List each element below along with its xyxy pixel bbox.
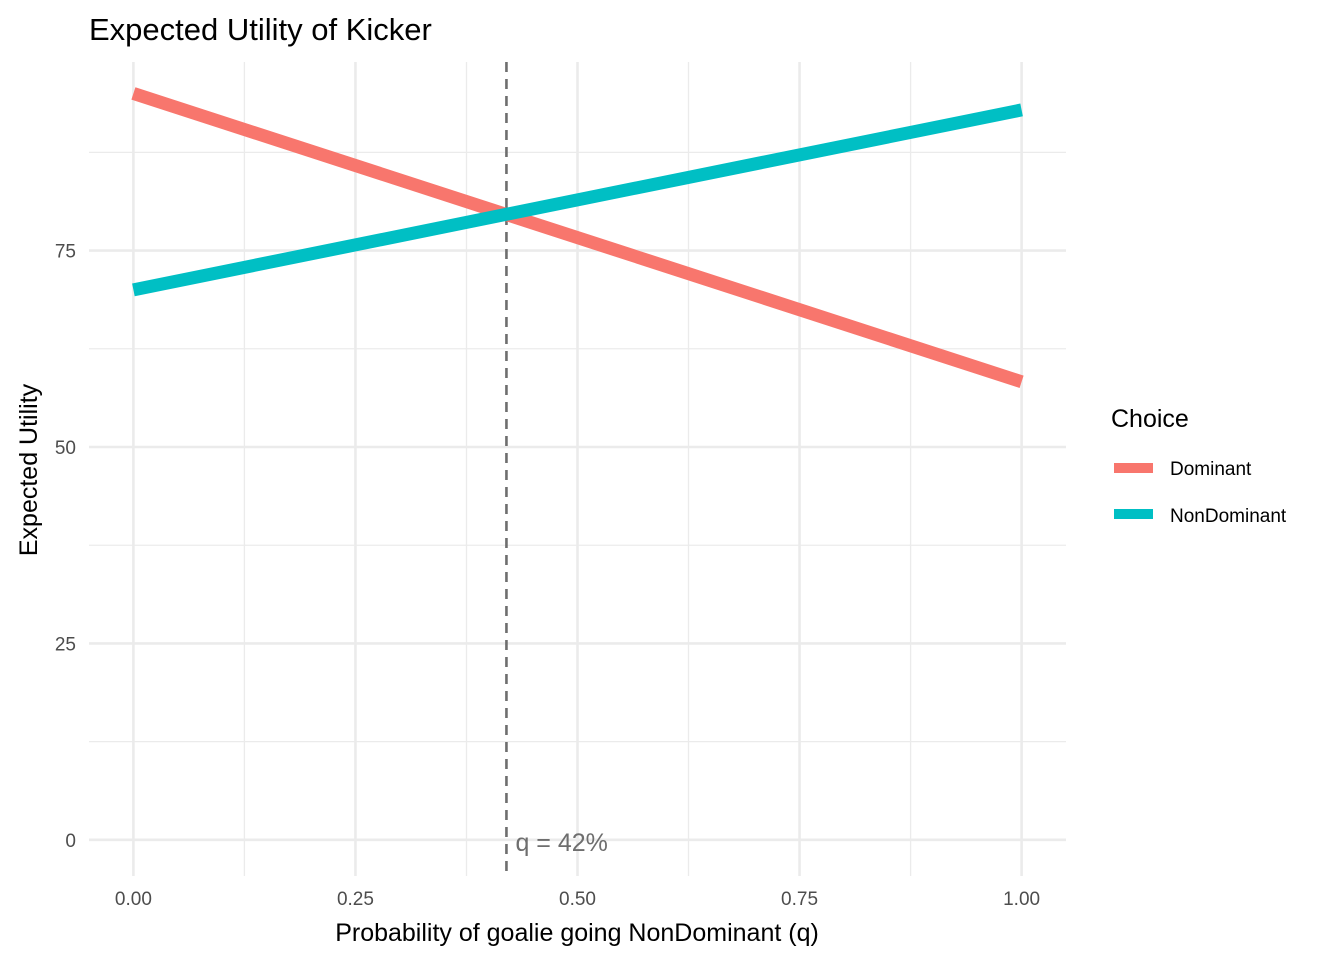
legend-label-dominant: Dominant — [1170, 459, 1252, 480]
y-tick-label: 0 — [65, 831, 76, 852]
y-axis-title: Expected Utility — [15, 383, 43, 556]
x-tick-label: 0.25 — [337, 889, 374, 910]
y-tick-label: 25 — [55, 634, 76, 655]
x-tick-label: 1.00 — [1003, 889, 1040, 910]
threshold-annotation: q = 42% — [515, 829, 607, 857]
legend-label-nondominant: NonDominant — [1170, 506, 1287, 527]
series-layer — [131, 87, 1024, 388]
legend-title: Choice — [1111, 405, 1189, 433]
x-tick-label: 0.50 — [559, 889, 596, 910]
y-tick-label: 50 — [55, 438, 76, 459]
series-line-dominant — [131, 87, 1024, 388]
x-tick-label: 0.00 — [115, 889, 152, 910]
chart-title: Expected Utility of Kicker — [89, 12, 432, 47]
legend: Choice Dominant NonDominant — [1111, 405, 1287, 527]
y-tick-label: 75 — [55, 242, 76, 263]
series-line-nondominant — [132, 103, 1023, 297]
major-gridlines — [89, 62, 1066, 876]
tick-labels: 0.00 0.25 0.50 0.75 1.00 0 25 50 75 — [55, 242, 1040, 910]
x-tick-label: 0.75 — [781, 889, 818, 910]
x-axis-title: Probability of goalie going NonDominant … — [335, 919, 819, 947]
reference-line-layer: q = 42% — [505, 62, 608, 876]
